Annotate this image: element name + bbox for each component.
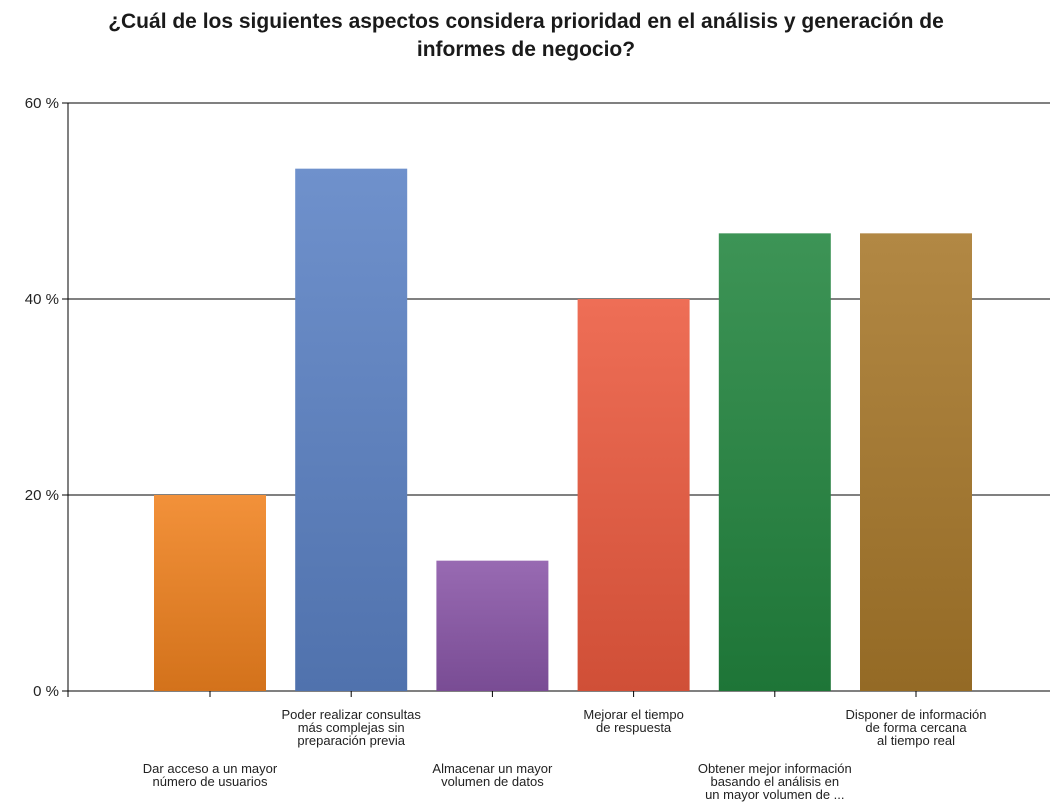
bar (295, 168, 408, 691)
y-tick-label: 40 % (25, 291, 59, 308)
x-category-label: Poder realizar consultas más complejas si… (281, 707, 421, 748)
chart-title-line-1: ¿Cuál de los siguientes aspectos conside… (108, 10, 944, 33)
x-category-label: Obtener mejor información basando el anál… (698, 761, 852, 802)
axes (62, 102, 917, 697)
y-tick-label: 60 % (25, 95, 59, 112)
x-category-label: Dar acceso a un mayor número de usuarios (143, 761, 278, 789)
x-category-label: Disponer de información de forma cercana a… (846, 707, 987, 748)
chart-title-line-2: informes de negocio? (416, 38, 636, 61)
bars (154, 168, 972, 691)
chart-title: ¿Cuál de los siguientes aspectos conside… (0, 8, 1052, 64)
bar (436, 560, 549, 691)
x-category-label: Almacenar un mayor volumen de datos (432, 761, 553, 789)
bar (860, 233, 972, 691)
bar (154, 495, 266, 691)
x-category-label: Mejorar el tiempo de respuesta (583, 707, 683, 735)
y-tick-label: 0 % (33, 683, 59, 700)
bar (718, 233, 831, 691)
y-tick-label: 20 % (25, 487, 59, 504)
bar (577, 299, 690, 691)
labels: 0 % 20 % 40 % 60 % Dar acceso a un mayor núme… (25, 95, 987, 802)
